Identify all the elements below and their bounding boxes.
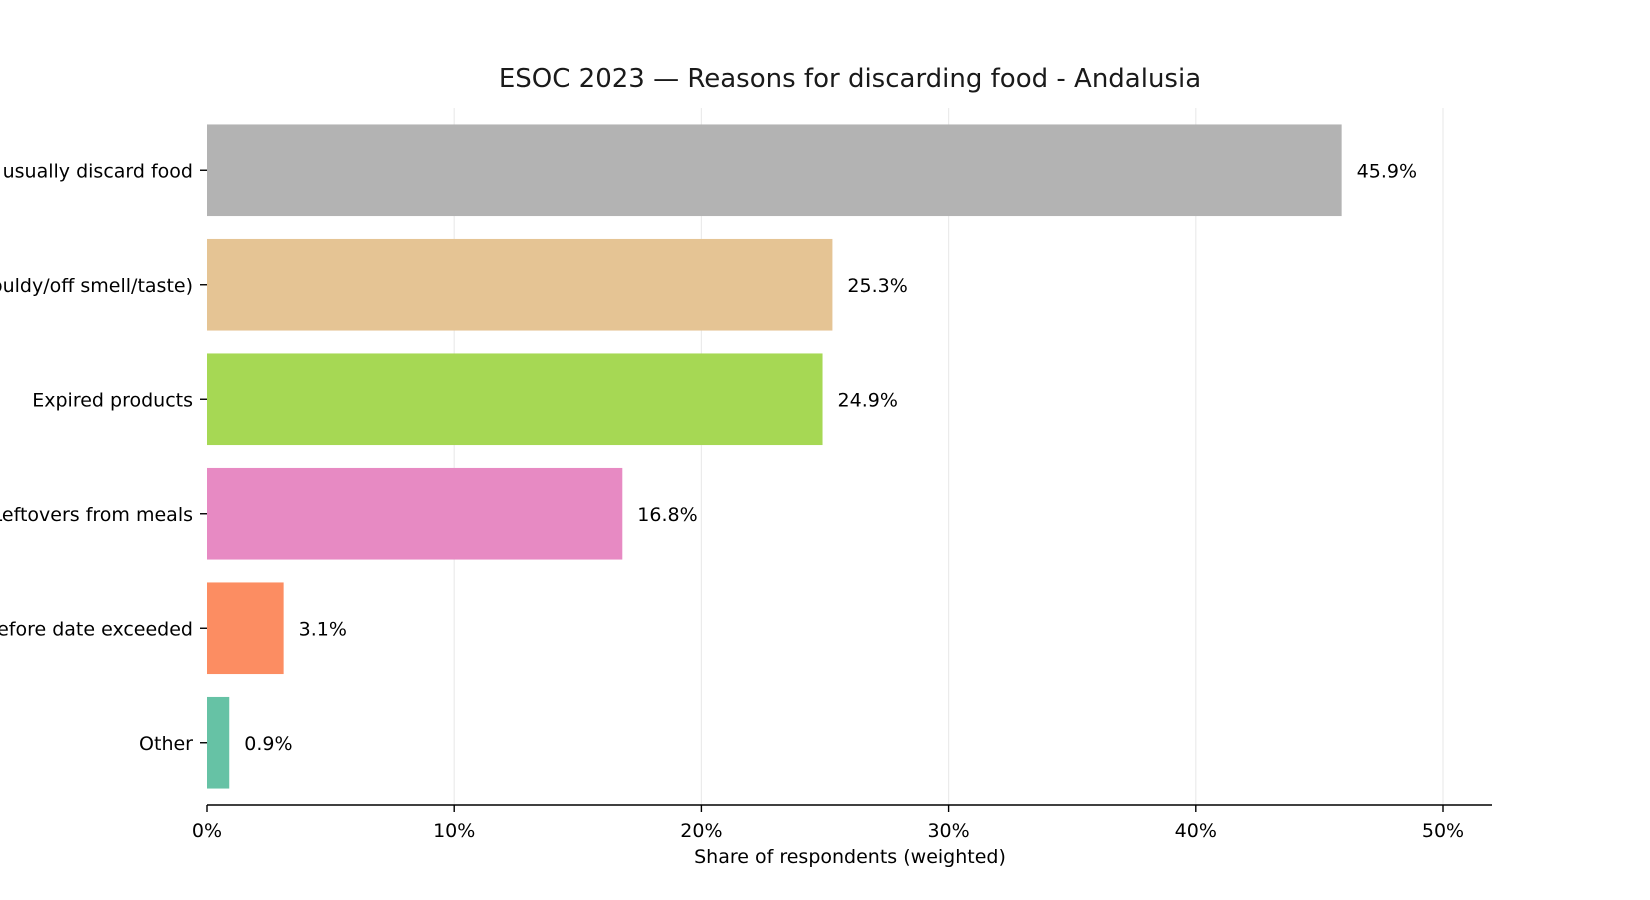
- bar-value-label: 16.8%: [637, 504, 697, 526]
- chart-title: ESOC 2023 — Reasons for discarding food …: [499, 64, 1201, 94]
- bar-value-label: 24.9%: [838, 389, 898, 411]
- x-tick-label: 0%: [192, 820, 222, 842]
- grid-layer: [453, 108, 1444, 805]
- bar: [207, 696, 230, 789]
- x-axis-label: Share of respondents (weighted): [694, 846, 1006, 868]
- bar: [207, 238, 833, 331]
- y-category-label: Spoiled food (mouldy/off smell/taste): [0, 275, 193, 297]
- bar: [207, 353, 823, 446]
- bar-value-label: 3.1%: [299, 618, 347, 640]
- y-category-label: I don't usually discard food: [0, 160, 193, 182]
- bar: [207, 124, 1342, 217]
- x-tick-label: 30%: [927, 820, 969, 842]
- x-tick-label: 40%: [1175, 820, 1217, 842]
- x-tick-label: 10%: [433, 820, 475, 842]
- bar-value-label: 25.3%: [847, 275, 907, 297]
- bar: [207, 582, 284, 675]
- label-layer: 0% 10% 20% 30% 40% 50% 45.9% I don't usually di…: [0, 160, 1464, 842]
- bar-value-label: 45.9%: [1357, 160, 1417, 182]
- x-tick-label: 50%: [1422, 820, 1464, 842]
- y-category-label: Leftovers from meals: [0, 504, 193, 526]
- x-tick-label: 20%: [680, 820, 722, 842]
- bar: [207, 467, 623, 560]
- bar-value-label: 0.9%: [244, 733, 292, 755]
- y-category-label: Best-before date exceeded: [0, 618, 193, 640]
- y-category-label: Expired products: [32, 389, 193, 411]
- bar-layer: [207, 124, 1342, 789]
- y-category-label: Other: [139, 733, 193, 755]
